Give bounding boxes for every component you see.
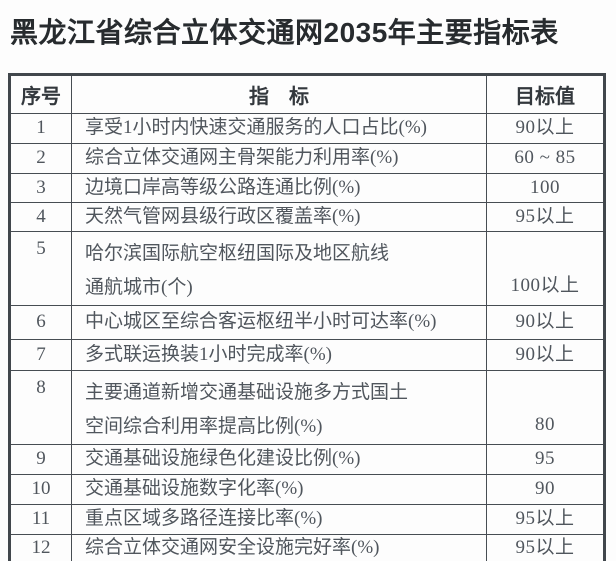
indicator-cell: 综合立体交通网安全设施完好率(%) xyxy=(71,534,487,561)
seq-cell: 4 xyxy=(9,202,72,232)
table-row: 10 交通基础设施数字化率(%) 90 xyxy=(9,474,605,505)
seq-cell: 11 xyxy=(9,504,72,535)
indicator-cell: 哈尔滨国际航空枢纽国际及地区航线 通航城市(个) xyxy=(71,231,487,306)
header-seq: 序号 xyxy=(9,74,72,114)
seq-cell: 8 xyxy=(9,370,72,445)
header-indicator: 指 标 xyxy=(71,74,487,114)
indicators-table: 序号 指 标 目标值 1 享受1小时内快速交通服务的人口占比(%) 90以上 2… xyxy=(8,73,606,561)
indicator-cell: 综合立体交通网主骨架能力利用率(%) xyxy=(71,143,487,174)
target-cell: 80 xyxy=(486,370,605,445)
seq-cell: 3 xyxy=(9,173,72,203)
target-cell: 100以上 xyxy=(486,231,605,306)
target-cell: 100 xyxy=(486,173,605,203)
seq-cell: 12 xyxy=(9,534,72,561)
indicator-cell: 交通基础设施数字化率(%) xyxy=(71,474,487,505)
header-target: 目标值 xyxy=(486,74,605,114)
table-row: 6 中心城区至综合客运枢纽半小时可达率(%) 90以上 xyxy=(9,305,605,340)
seq-cell: 5 xyxy=(9,231,72,306)
seq-cell: 7 xyxy=(9,339,72,371)
indicator-cell: 重点区域多路径连接比率(%) xyxy=(71,504,487,535)
table-row: 11 重点区域多路径连接比率(%) 95以上 xyxy=(9,504,605,535)
indicator-cell: 享受1小时内快速交通服务的人口占比(%) xyxy=(71,113,487,144)
target-cell: 95以上 xyxy=(486,202,605,232)
indicator-cell: 中心城区至综合客运枢纽半小时可达率(%) xyxy=(71,305,487,340)
table-row: 8 主要通道新增交通基础设施多方式国土 空间综合利用率提高比例(%) 80 xyxy=(9,370,605,445)
target-cell: 90以上 xyxy=(486,339,605,371)
table-row: 5 哈尔滨国际航空枢纽国际及地区航线 通航城市(个) 100以上 xyxy=(9,231,605,306)
target-cell: 90以上 xyxy=(486,305,605,340)
table-row: 9 交通基础设施绿色化建设比例(%) 95 xyxy=(9,444,605,475)
indicator-cell: 天然气管网县级行政区覆盖率(%) xyxy=(71,202,487,232)
target-cell: 95 xyxy=(486,444,605,475)
seq-cell: 1 xyxy=(9,113,72,144)
seq-cell: 10 xyxy=(9,474,72,505)
page-title: 黑龙江省综合立体交通网2035年主要指标表 xyxy=(10,17,559,48)
table-row: 12 综合立体交通网安全设施完好率(%) 95以上 xyxy=(9,534,605,561)
indicator-cell: 边境口岸高等级公路连通比例(%) xyxy=(71,173,487,203)
indicator-cell: 交通基础设施绿色化建设比例(%) xyxy=(71,444,487,475)
table-row: 1 享受1小时内快速交通服务的人口占比(%) 90以上 xyxy=(9,113,605,144)
table-row: 7 多式联运换装1小时完成率(%) 90以上 xyxy=(9,339,605,371)
target-cell: 95以上 xyxy=(486,534,605,561)
table-row: 4 天然气管网县级行政区覆盖率(%) 95以上 xyxy=(9,202,605,232)
table-row: 3 边境口岸高等级公路连通比例(%) 100 xyxy=(9,173,605,203)
seq-cell: 2 xyxy=(9,143,72,174)
seq-cell: 9 xyxy=(9,444,72,475)
indicator-cell: 主要通道新增交通基础设施多方式国土 空间综合利用率提高比例(%) xyxy=(71,370,487,445)
header-row: 序号 指 标 目标值 xyxy=(9,74,605,114)
seq-cell: 6 xyxy=(9,305,72,340)
target-cell: 95以上 xyxy=(486,504,605,535)
target-cell: 60 ~ 85 xyxy=(486,143,605,174)
table-row: 2 综合立体交通网主骨架能力利用率(%) 60 ~ 85 xyxy=(9,143,605,174)
target-cell: 90以上 xyxy=(486,113,605,144)
indicator-cell: 多式联运换装1小时完成率(%) xyxy=(71,339,487,371)
target-cell: 90 xyxy=(486,474,605,505)
